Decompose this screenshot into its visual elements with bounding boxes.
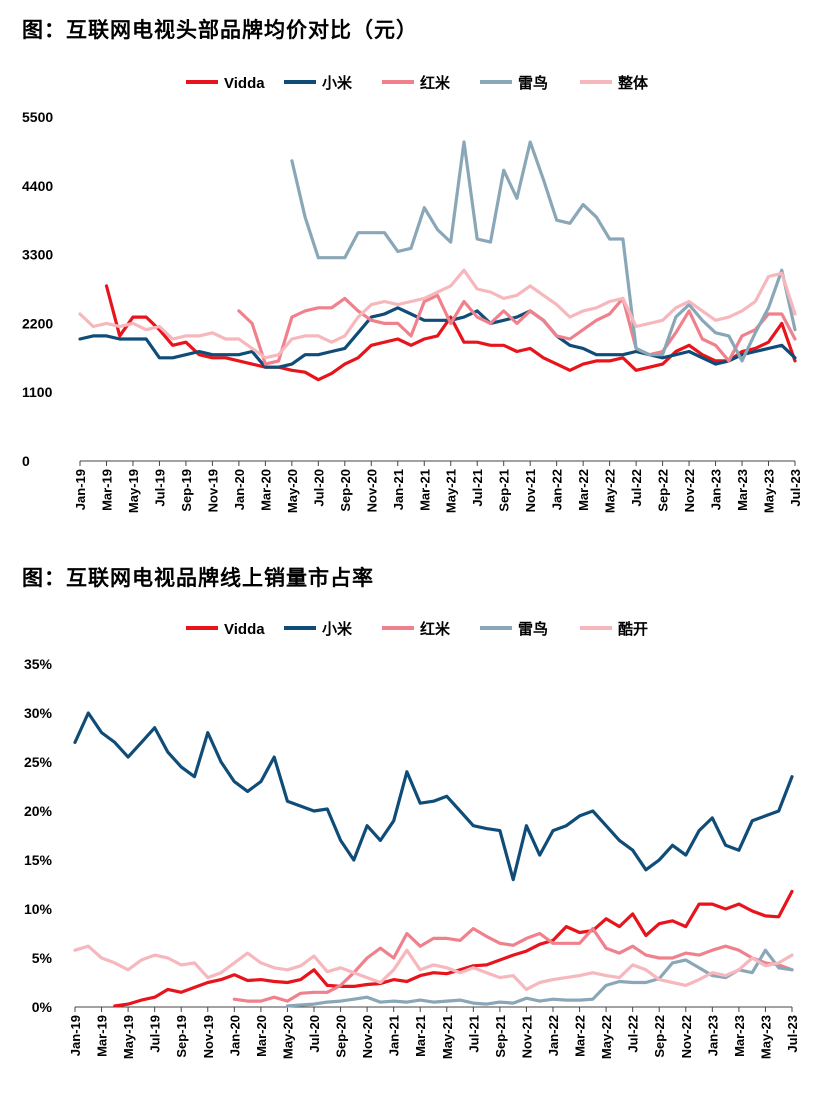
x-tick-label: Jan-23 [705,1015,720,1056]
chart-title: 图：互联网电视头部品牌均价对比（元） [22,18,418,42]
legend: Vidda 小米 红米 雷鸟 酷开 [186,620,648,638]
y-tick-label: 25% [24,754,53,770]
legend-label: 小米 [322,620,353,638]
x-tick-label: Mar-20 [258,469,273,511]
x-tick-label: Mar-22 [576,469,591,511]
y-tick-label: 15% [24,852,53,868]
x-tick-label: Jul-20 [311,469,326,507]
x-tick-label: May-21 [440,1015,455,1059]
y-tick-label: 3300 [22,247,53,263]
x-tick-label: Sep-21 [493,1015,508,1058]
series-line [78,268,797,360]
x-tick-label: Sep-19 [174,1015,189,1058]
x-tick-label: Mar-21 [413,1015,428,1057]
x-tick-label: Jan-21 [391,469,406,510]
x-tick-label: May-19 [126,469,141,513]
x-tick-label: Mar-22 [573,1015,588,1057]
legend-label: 红米 [420,74,451,92]
x-tick-label: May-23 [762,469,777,513]
x-tick-label: Nov-20 [360,1015,375,1058]
legend: Vidda 小米 红米 雷鸟 整体 [186,74,649,92]
series-line [78,306,797,369]
x-tick-label: May-23 [758,1015,773,1059]
x-tick-label: Nov-19 [201,1015,216,1058]
x-tick-label: May-20 [280,1015,295,1059]
legend-label: 整体 [618,74,649,92]
x-tick-label: Jul-23 [788,469,803,507]
series-line [104,284,797,382]
x-tick-label: Jan-23 [709,469,724,510]
x-tick-label: Sep-20 [338,469,353,512]
x-tick-label: Sep-22 [652,1015,667,1058]
x-tick-label: Jan-22 [546,1015,561,1056]
x-tick-label: Jan-20 [227,1015,242,1056]
x-tick-label: Jul-19 [152,469,167,507]
legend-label: 红米 [420,620,451,638]
series-line [285,948,794,1008]
x-tick-label: Nov-20 [364,469,379,512]
x-tick-label: Jul-21 [470,469,485,507]
x-tick-label: May-21 [444,469,459,513]
series-line [73,944,794,991]
y-tick-label: 1100 [22,384,53,400]
x-tick-label: Jul-21 [466,1015,481,1053]
series-line [237,293,797,366]
series-line [113,889,794,1008]
x-tick-label: Jul-22 [626,1015,641,1053]
legend-label: 雷鸟 [518,620,548,638]
legend-label: 小米 [322,74,353,92]
legend-label: 酷开 [618,620,648,638]
x-tick-label: Jul-20 [307,1015,322,1053]
y-tick-label: 0 [22,453,30,469]
x-tick-label: Nov-21 [523,469,538,512]
series-line [232,927,794,1003]
avg-price-chart-svg: Vidda 小米 红米 雷鸟 整体 0 1100 2200 3300 4400 5500 Jan-19… [22,74,803,513]
x-tick-label: May-22 [599,1015,614,1059]
x-tick-label: Jul-19 [148,1015,163,1053]
y-tick-label: 10% [24,901,53,917]
series-line [73,711,794,882]
x-tick-label: Nov-21 [519,1015,534,1058]
chart-title: 图：互联网电视品牌线上销量市占率 [22,566,374,590]
x-tick-label: Sep-19 [179,469,194,512]
x-tick-label: Jan-22 [550,469,565,510]
legend-label: Vidda [224,75,265,92]
y-tick-label: 35% [24,656,53,672]
x-tick-label: Mar-19 [99,469,114,511]
series-line [290,140,797,363]
x-tick-label: Jan-19 [73,469,88,510]
y-tick-label: 20% [24,803,53,819]
x-tick-label: Jan-19 [68,1015,83,1056]
y-tick-label: 5% [32,950,53,966]
x-tick-label: Nov-22 [679,1015,694,1058]
x-tick-label: Mar-23 [735,469,750,511]
x-tick-label: Mar-21 [417,469,432,511]
y-tick-label: 0% [32,999,53,1015]
legend-label: 雷鸟 [518,74,548,92]
x-tick-label: Jul-23 [785,1015,800,1053]
x-tick-label: May-19 [121,1015,136,1059]
market-share-chart: 图：互联网电视品牌线上销量市占率 Vidda 小米 红米 雷鸟 酷开 0% 5% 10% 15%… [0,548,822,1096]
x-tick-label: Jan-20 [232,469,247,510]
x-tick-label: Mar-20 [254,1015,269,1057]
legend-label: Vidda [224,621,265,638]
avg-price-chart: 图：互联网电视头部品牌均价对比（元） Vidda 小米 红米 雷鸟 整体 0 1100 220… [0,0,822,540]
x-tick-label: May-20 [285,469,300,513]
market-share-chart-svg: Vidda 小米 红米 雷鸟 酷开 0% 5% 10% 15% 20% 25% 30% 35% Jan-1… [24,620,800,1059]
x-tick-label: Jan-21 [387,1015,402,1056]
y-tick-label: 30% [24,705,53,721]
x-tick-label: May-22 [603,469,618,513]
y-tick-label: 5500 [22,109,53,125]
y-tick-label: 2200 [22,315,53,331]
x-tick-label: Jul-22 [629,469,644,507]
x-tick-label: Nov-19 [205,469,220,512]
x-tick-label: Mar-23 [732,1015,747,1057]
x-tick-label: Sep-21 [497,469,512,512]
x-tick-label: Mar-19 [95,1015,110,1057]
x-tick-label: Nov-22 [682,469,697,512]
y-tick-label: 4400 [22,178,53,194]
x-tick-label: Sep-22 [656,469,671,512]
x-tick-label: Sep-20 [334,1015,349,1058]
